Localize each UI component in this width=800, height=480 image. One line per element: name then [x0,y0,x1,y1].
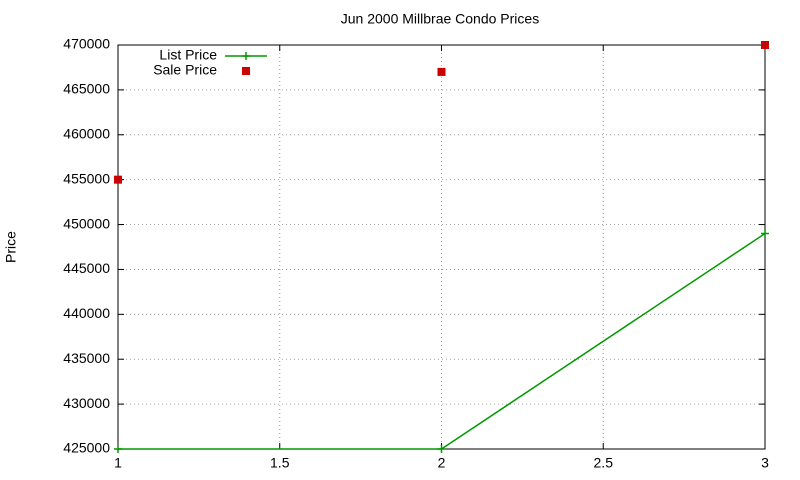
y-tick-label: 425000 [63,440,110,456]
point [114,175,122,184]
point [114,445,122,453]
point [761,229,769,238]
point [437,67,446,76]
x-tick-label: 1 [114,455,122,471]
y-axis-label: Price [3,231,19,263]
x-tick-label: 2.5 [594,455,614,471]
x-tick-label: 2 [438,455,446,471]
y-tick-label: 470000 [63,36,110,52]
legend-marker [242,67,250,75]
chart-title: Jun 2000 Millbrae Condo Prices [341,11,539,27]
point [761,41,769,49]
y-tick-label: 460000 [63,125,110,141]
y-tick-label: 440000 [63,305,110,321]
x-tick-label: 1.5 [270,455,290,471]
legend-label: Sale Price [153,62,217,78]
point [437,445,446,453]
legend-marker [242,52,250,60]
x-tick-label: 3 [761,455,769,471]
y-tick-label: 445000 [63,260,110,276]
y-tick-label: 435000 [63,350,110,366]
y-tick-label: 465000 [63,81,110,97]
y-tick-label: 430000 [63,395,110,411]
legend-label: List Price [159,47,217,63]
y-tick-label: 450000 [63,215,110,231]
y-tick-label: 455000 [63,170,110,186]
